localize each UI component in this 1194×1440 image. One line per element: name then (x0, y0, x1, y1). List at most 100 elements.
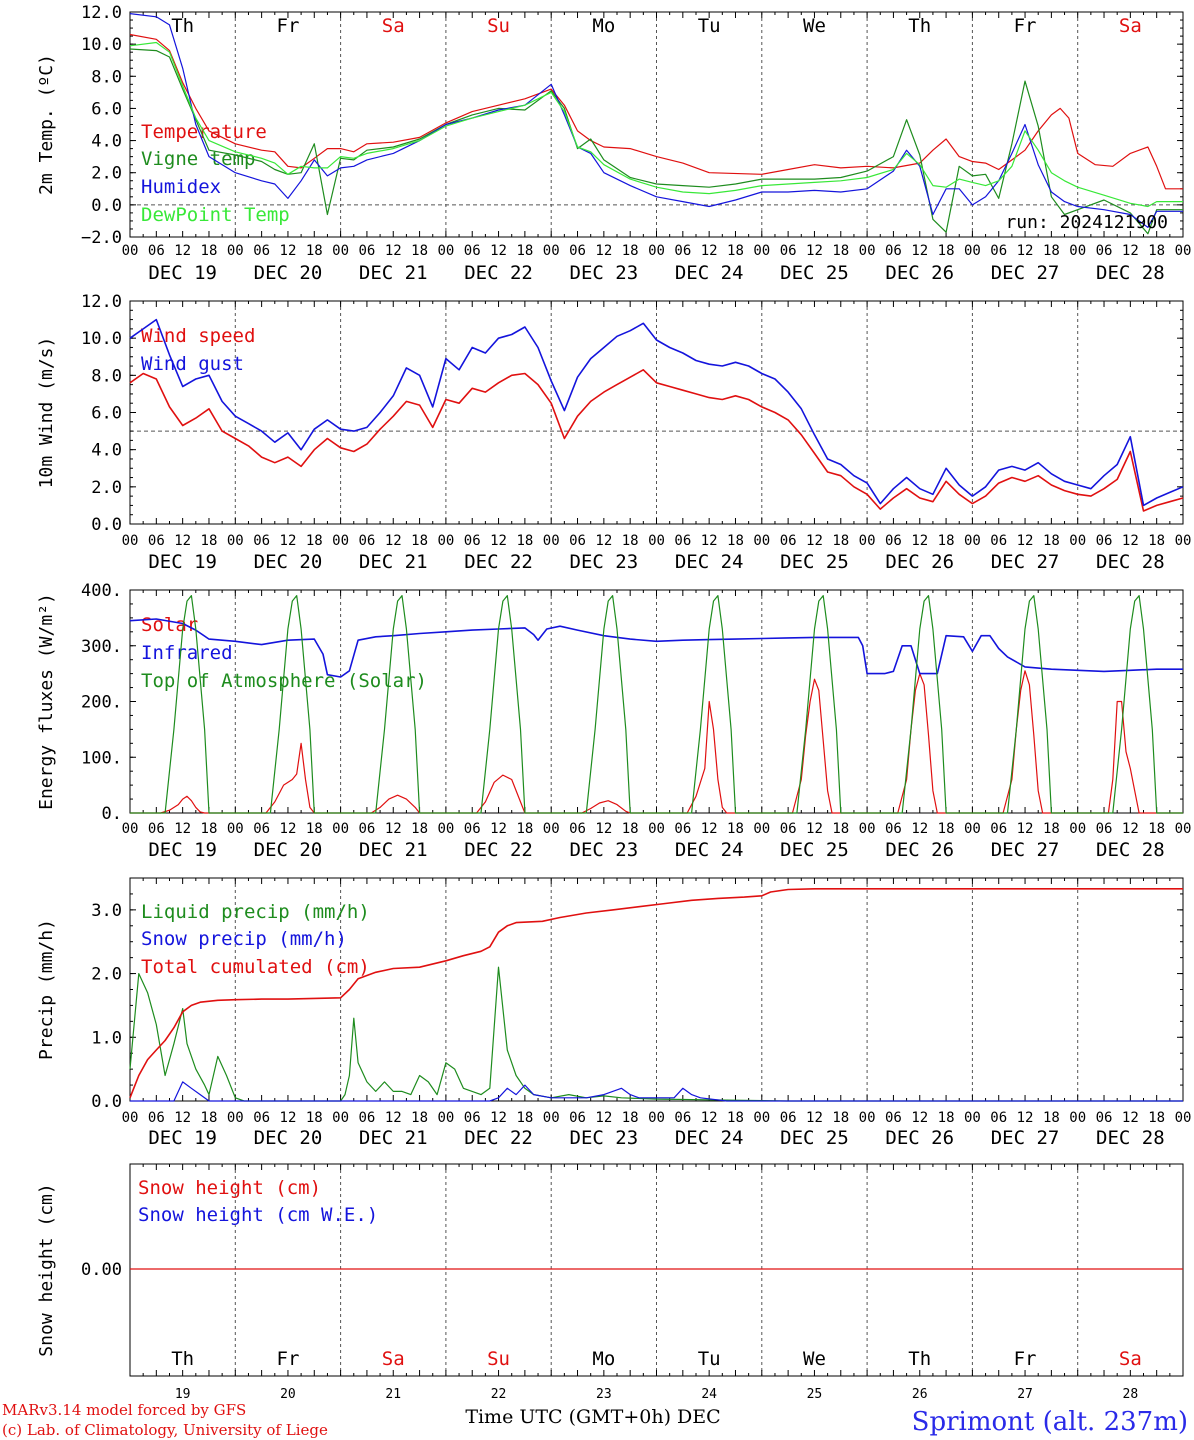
x-tick-label: 00 (227, 1110, 244, 1126)
day-name-label: Fr (277, 15, 300, 37)
y-tick-label: 0.00 (81, 1260, 122, 1280)
x-tick-label: 06 (253, 1110, 270, 1126)
x-tick-label: 18 (938, 243, 955, 259)
x-tick-label: 12 (911, 821, 928, 837)
day-name-label: Sa (1119, 1348, 1142, 1370)
x-tick-label: 12 (911, 243, 928, 259)
x-tick-label: 12 (385, 821, 402, 837)
x-tick-label: 12 (806, 821, 823, 837)
day-name-label: Mo (592, 1348, 615, 1370)
legend-entry: Vigne temp (141, 148, 255, 170)
date-label: DEC 20 (254, 551, 323, 573)
x-tick-label: 00 (332, 821, 349, 837)
date-label: DEC 25 (780, 839, 849, 861)
x-tick-label: 06 (358, 1110, 375, 1126)
plot-frame (129, 589, 1184, 814)
x-tick-label: 00 (1175, 533, 1192, 549)
date-label: DEC 20 (254, 839, 323, 861)
y-tick-label: 300. (81, 637, 122, 657)
day-name-label: Tu (698, 15, 721, 37)
x-tick-label: 00 (122, 533, 139, 549)
series-line-dewpoint-temp (129, 41, 1183, 208)
y-tick-label: 0.0 (91, 196, 122, 216)
x-tick-label: 18 (832, 1110, 849, 1126)
x-tick-label: 00 (1175, 821, 1192, 837)
x-tick-label: 18 (1148, 533, 1165, 549)
date-label: DEC 28 (1096, 839, 1165, 861)
date-label: DEC 22 (464, 262, 533, 284)
x-tick-label: 12 (1122, 533, 1139, 549)
day-number-label: 27 (1017, 1387, 1033, 1402)
x-tick-label: 12 (911, 533, 928, 549)
day-name-label: We (803, 15, 826, 37)
x-tick-label: 12 (385, 1110, 402, 1126)
x-tick-label: 06 (464, 243, 481, 259)
x-tick-label: 12 (595, 533, 612, 549)
x-tick-label: 18 (1148, 821, 1165, 837)
series-line-top-of-atmosphere-solar (130, 595, 1183, 814)
x-tick-label: 06 (148, 1110, 165, 1126)
day-name-label: Th (171, 1348, 194, 1370)
x-tick-label: 18 (622, 243, 639, 259)
x-tick-label: 00 (332, 1110, 349, 1126)
y-tick-label: 12.0 (81, 292, 122, 312)
date-label: DEC 19 (148, 1127, 217, 1149)
y-tick-label: 400. (81, 581, 122, 601)
legend-entry: Snow precip (mm/h) (141, 928, 347, 950)
y-tick-label: 6.0 (91, 404, 122, 424)
x-tick-label: 12 (490, 1110, 507, 1126)
series-line-infrared (129, 618, 1183, 678)
y-tick-label: 8.0 (91, 67, 122, 87)
date-label: DEC 26 (885, 839, 954, 861)
y-axis-label: 10m Wind (m/s) (36, 337, 57, 489)
x-tick-label: 18 (411, 533, 428, 549)
x-tick-label: 12 (1122, 821, 1139, 837)
y-axis-label: Snow height (cm) (36, 1183, 57, 1356)
date-label: DEC 21 (359, 1127, 428, 1149)
y-tick-label: 0.0 (91, 1092, 122, 1112)
x-tick-label: 06 (1096, 1110, 1113, 1126)
x-tick-label: 12 (1122, 1110, 1139, 1126)
x-tick-label: 00 (437, 533, 454, 549)
x-tick-label: 00 (753, 1110, 770, 1126)
x-tick-label: 00 (859, 1110, 876, 1126)
y-tick-label: −2.0 (81, 228, 122, 248)
date-label: DEC 19 (148, 839, 217, 861)
x-tick-label: 06 (569, 243, 586, 259)
x-tick-label: 06 (358, 243, 375, 259)
day-name-label: Sa (382, 15, 405, 37)
x-tick-label: 06 (885, 1110, 902, 1126)
y-tick-label: 12.0 (81, 3, 122, 23)
x-tick-label: 18 (832, 243, 849, 259)
legend-entry: Solar (141, 614, 198, 636)
y-tick-label: 3.0 (91, 901, 122, 921)
series-line-vigne-temp (129, 48, 1183, 235)
x-tick-label: 06 (990, 821, 1007, 837)
x-tick-label: 18 (1043, 1110, 1060, 1126)
day-name-label: Mo (592, 15, 615, 37)
x-tick-label: 06 (990, 533, 1007, 549)
x-tick-label: 00 (1069, 821, 1086, 837)
x-tick-label: 12 (1017, 821, 1034, 837)
x-tick-label: 00 (964, 821, 981, 837)
x-tick-label: 00 (543, 821, 560, 837)
x-tick-label: 12 (1122, 243, 1139, 259)
date-label: DEC 27 (991, 1127, 1060, 1149)
x-tick-label: 06 (464, 821, 481, 837)
series-line-wind-speed (129, 369, 1184, 512)
day-name-label: Su (487, 15, 510, 37)
x-tick-label: 12 (280, 1110, 297, 1126)
y-tick-label: 0.0 (91, 515, 122, 535)
x-tick-label: 00 (1175, 1110, 1192, 1126)
x-tick-label: 00 (543, 533, 560, 549)
x-tick-label: 00 (437, 1110, 454, 1126)
date-label: DEC 28 (1096, 1127, 1165, 1149)
legend-entry: Snow height (cm) (138, 1177, 321, 1199)
model-credit: MARv3.14 model forced by GFS (2, 1401, 246, 1419)
x-tick-label: 06 (780, 533, 797, 549)
date-label: DEC 20 (254, 1127, 323, 1149)
x-tick-label: 18 (727, 821, 744, 837)
legend-entry: DewPoint Temp (141, 204, 290, 226)
day-name-label: Fr (1014, 1348, 1037, 1370)
day-name-label: Sa (1119, 15, 1142, 37)
